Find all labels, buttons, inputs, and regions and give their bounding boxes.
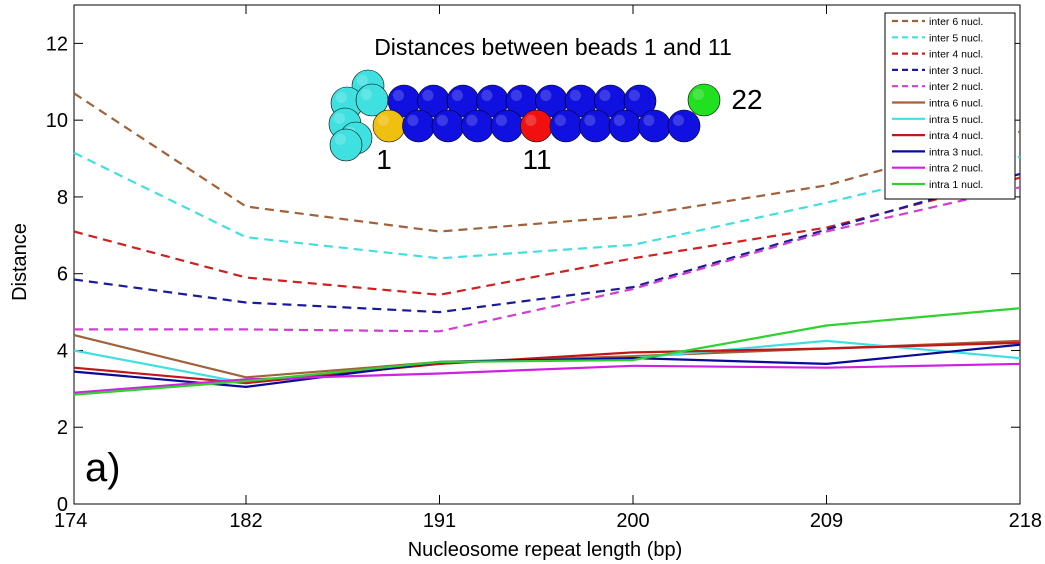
- series-line-intra-1-nucl: [73, 307, 1021, 396]
- nucleosome-bead-highlight: [360, 88, 372, 100]
- chain-bead-highlight: [466, 114, 478, 126]
- legend-label-inter-2-nucl: inter 2 nucl.: [929, 81, 983, 93]
- x-tick-label: 218: [1009, 510, 1042, 532]
- legend-label-inter-3-nucl: inter 3 nucl.: [929, 65, 983, 77]
- chain-bead-highlight: [422, 89, 434, 101]
- chain-bead-highlight: [628, 89, 641, 101]
- chain-bead: [549, 109, 583, 143]
- bead-label-1: 1: [376, 144, 392, 175]
- nucleosome-bead: [329, 128, 363, 162]
- chain-bead-highlight: [672, 114, 685, 126]
- bead-1: [372, 109, 406, 143]
- chain-bead-highlight: [599, 89, 611, 101]
- y-tick-label: 0: [57, 494, 68, 516]
- x-tick-label: 191: [423, 510, 456, 532]
- legend-label-intra-3-nucl: intra 3 nucl.: [929, 146, 983, 158]
- chain-bead-highlight: [584, 114, 596, 126]
- legend-label-intra-4-nucl: intra 4 nucl.: [929, 130, 983, 142]
- nucleosome-bead-highlight: [356, 74, 368, 86]
- chain-bead-highlight: [495, 114, 507, 126]
- chain-bead-highlight: [510, 89, 522, 101]
- series-layer: [73, 92, 1021, 396]
- chain-bead-highlight: [451, 89, 463, 101]
- bead-22: [687, 83, 721, 117]
- legend-label-inter-6-nucl: inter 6 nucl.: [929, 16, 983, 28]
- series-line-inter-2-nucl: [74, 186, 1021, 333]
- x-axis-label: Nucleosome repeat length (bp): [408, 539, 683, 561]
- legend-label-intra-2-nucl: intra 2 nucl.: [929, 163, 983, 175]
- series-line-inter-5-nucl: [73, 151, 1021, 260]
- chain-bead-highlight: [392, 89, 404, 101]
- legend-label-inter-4-nucl: inter 4 nucl.: [929, 49, 983, 61]
- legend-label-intra-1-nucl: intra 1 nucl.: [929, 179, 983, 191]
- x-tick-label: 182: [229, 510, 262, 532]
- panel-label: a): [85, 446, 121, 490]
- bead-11: [520, 109, 553, 143]
- y-tick-label: 10: [46, 110, 68, 132]
- bead-chain: [328, 69, 721, 162]
- bead-label-11: 11: [522, 144, 551, 175]
- bead-1-highlight: [377, 114, 389, 126]
- y-axis-label: Distance: [9, 223, 31, 301]
- chain-bead-highlight: [407, 114, 419, 126]
- series-line-intra-2-nucl: [73, 362, 1021, 394]
- chain-bead: [402, 109, 435, 143]
- bead-label-22: 22: [731, 84, 762, 115]
- y-tick-label: 2: [57, 417, 68, 439]
- bead-22-highlight: [692, 88, 705, 100]
- legend-label-inter-5-nucl: inter 5 nucl.: [929, 32, 983, 44]
- nucleosome-bead-highlight: [335, 91, 347, 103]
- chain-bead-highlight: [569, 89, 582, 101]
- bead-11-highlight: [525, 114, 537, 126]
- chain-bead-highlight: [540, 89, 552, 101]
- y-tick-label: 8: [57, 187, 68, 209]
- inset-title: Distances between beads 1 and 11: [374, 34, 732, 60]
- chain-bead-highlight: [613, 114, 626, 126]
- x-axis: 174 182 191 200 209 218: [54, 5, 1042, 532]
- legend-label-intra-6-nucl: intra 6 nucl.: [929, 98, 983, 110]
- x-tick-label: 200: [616, 510, 649, 532]
- legend: inter 6 nucl. inter 5 nucl. inter 4 nucl. i…: [884, 12, 1016, 200]
- bead-model-inset: Distances between beads 1 and 11 1 11 22: [328, 34, 763, 175]
- x-tick-label: 174: [54, 510, 87, 532]
- nucleosome-bead-highlight: [333, 112, 345, 124]
- chain-bead: [490, 109, 524, 143]
- chain-bead: [461, 109, 494, 143]
- chain-bead-highlight: [643, 114, 655, 126]
- axes-box: [73, 4, 1021, 505]
- chain-bead: [623, 84, 657, 118]
- chain-bead: [431, 109, 465, 143]
- plot-area: [73, 4, 1021, 505]
- y-tick-label: 12: [46, 33, 68, 55]
- series-line-inter-6-nucl: [73, 92, 1021, 233]
- chain-bead: [667, 109, 701, 143]
- chain-bead: [579, 109, 612, 143]
- chain-bead: [608, 109, 642, 143]
- legend-label-intra-5-nucl: intra 5 nucl.: [929, 114, 983, 126]
- x-tick-label: 209: [810, 510, 843, 532]
- y-tick-label: 4: [57, 340, 68, 362]
- chain-bead-highlight: [554, 114, 567, 126]
- series-line-inter-3-nucl: [73, 172, 1021, 314]
- y-axis: 0 2 4 6 8 10 12: [46, 33, 1020, 516]
- chain-bead: [638, 109, 671, 143]
- chain-bead-highlight: [436, 114, 448, 126]
- nucleosome-bead-highlight: [334, 133, 346, 145]
- y-tick-label: 6: [57, 264, 68, 286]
- chain-bead-highlight: [481, 89, 493, 101]
